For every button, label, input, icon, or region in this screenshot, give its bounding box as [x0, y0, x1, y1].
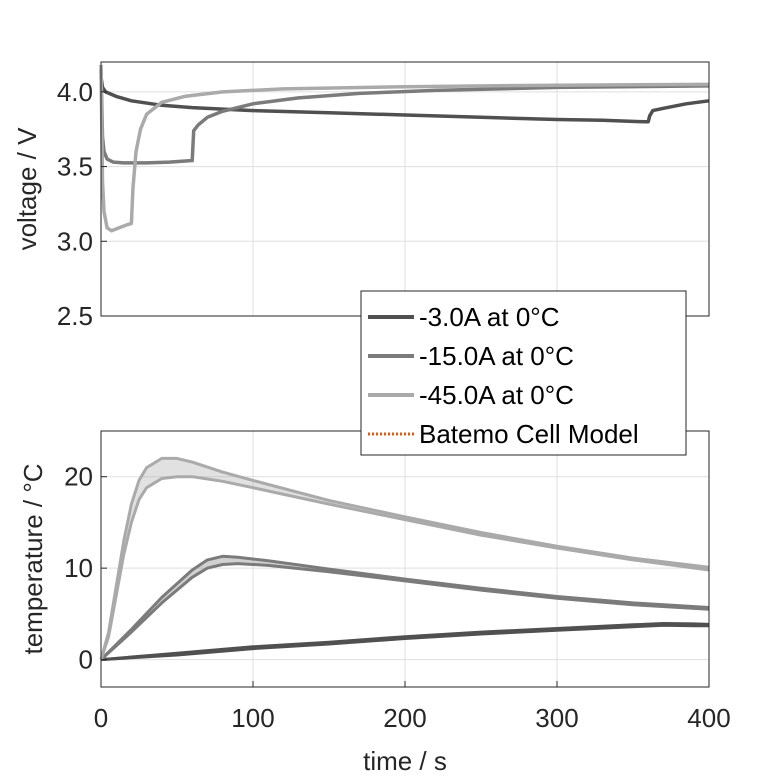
- temperature-y-label: temperature / °C: [18, 463, 48, 654]
- temperature-ytick-label-1: 10: [64, 553, 93, 583]
- legend-entry-model: Batemo Cell Model: [368, 419, 639, 449]
- temperature-series: [99, 456, 710, 662]
- legend-label-model: Batemo Cell Model: [419, 419, 639, 449]
- voltage-series: [99, 64, 710, 233]
- voltage-line-15-0a-at-0-c: [99, 69, 710, 165]
- temperature-grid: [100, 431, 710, 687]
- voltage-y-ticks: 2.5 3.0 3.5 4.0: [57, 77, 107, 331]
- voltage-ytick-label-3: 4.0: [57, 77, 93, 107]
- temperature-lower-45-0a-at-0-c: [99, 475, 710, 661]
- legend-entry-45a: -45.0A at 0°C: [368, 380, 574, 410]
- temperature-ytick-label-2: 20: [64, 462, 93, 492]
- voltage-axes: 2.5 3.0 3.5 4.0 voltage / V: [12, 61, 710, 331]
- voltage-line-45-0a-at-0-c: [99, 64, 710, 233]
- temperature-x-ticks: 0 100 200 300 400: [94, 681, 731, 733]
- legend-label-45a: -45.0A at 0°C: [419, 380, 574, 410]
- legend-entry-3a: -3.0A at 0°C: [368, 302, 559, 332]
- time-xtick-label-3: 300: [535, 703, 578, 733]
- legend: -3.0A at 0°C -15.0A at 0°C -45.0A at 0°C…: [360, 290, 687, 456]
- time-xtick-label-2: 200: [383, 703, 426, 733]
- time-xtick-label-0: 0: [94, 703, 108, 733]
- legend-label-15a: -15.0A at 0°C: [419, 341, 574, 371]
- temperature-ytick-label-0: 0: [79, 645, 93, 675]
- legend-box: [360, 290, 687, 456]
- temperature-upper-15-0a-at-0-c: [99, 554, 710, 661]
- temperature-lower-3-0a-at-0-c: [100, 623, 709, 662]
- voltage-ytick-label-1: 3.0: [57, 226, 93, 256]
- temperature-y-ticks: 0 10 20: [64, 462, 107, 675]
- voltage-y-label: voltage / V: [12, 127, 42, 251]
- legend-entry-15a: -15.0A at 0°C: [368, 341, 574, 371]
- time-xtick-label-4: 400: [687, 703, 730, 733]
- voltage-ytick-label-2: 3.5: [57, 152, 93, 182]
- time-xtick-label-1: 100: [231, 703, 274, 733]
- temperature-lower-15-0a-at-0-c: [99, 562, 710, 661]
- temperature-upper-3-0a-at-0-c: [100, 622, 710, 662]
- temperature-axes: 0 10 20 0 100 200 300 400 temperature / °C tim…: [18, 430, 731, 776]
- temperature-upper-45-0a-at-0-c: [99, 456, 710, 660]
- voltage-line-3-0a-at-0-c: [99, 76, 710, 124]
- legend-label-3a: -3.0A at 0°C: [419, 302, 559, 332]
- time-x-label: time / s: [363, 746, 447, 776]
- voltage-ytick-label-0: 2.5: [57, 301, 93, 331]
